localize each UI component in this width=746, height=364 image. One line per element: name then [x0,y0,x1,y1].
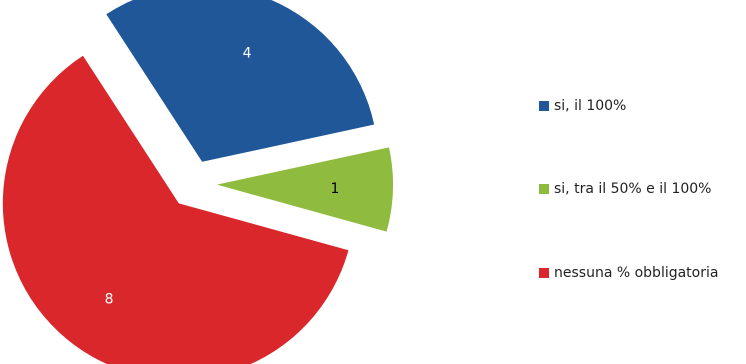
legend-label: si, il 100% [554,98,627,114]
legend-label: nessuna % obbligatoria [554,265,719,281]
legend-item: nessuna % obbligatoria [539,265,718,281]
legend: si, il 100% si, tra il 50% e il 100% nessu… [539,0,746,364]
pie-slice [106,0,375,162]
legend-item: si, tra il 50% e il 100% [539,181,711,197]
pie-chart: 4 1 8 [2,0,393,364]
legend-label: si, tra il 50% e il 100% [554,181,712,197]
slice-value-label: 4 [243,46,252,62]
slice-value-label: 1 [330,181,339,197]
legend-swatch [539,101,549,111]
legend-swatch [539,268,549,278]
legend-item: si, il 100% [539,98,626,114]
pie-slice [2,55,349,364]
pie-slice [216,147,393,232]
slice-value-label: 8 [105,292,114,308]
legend-swatch [539,184,549,194]
